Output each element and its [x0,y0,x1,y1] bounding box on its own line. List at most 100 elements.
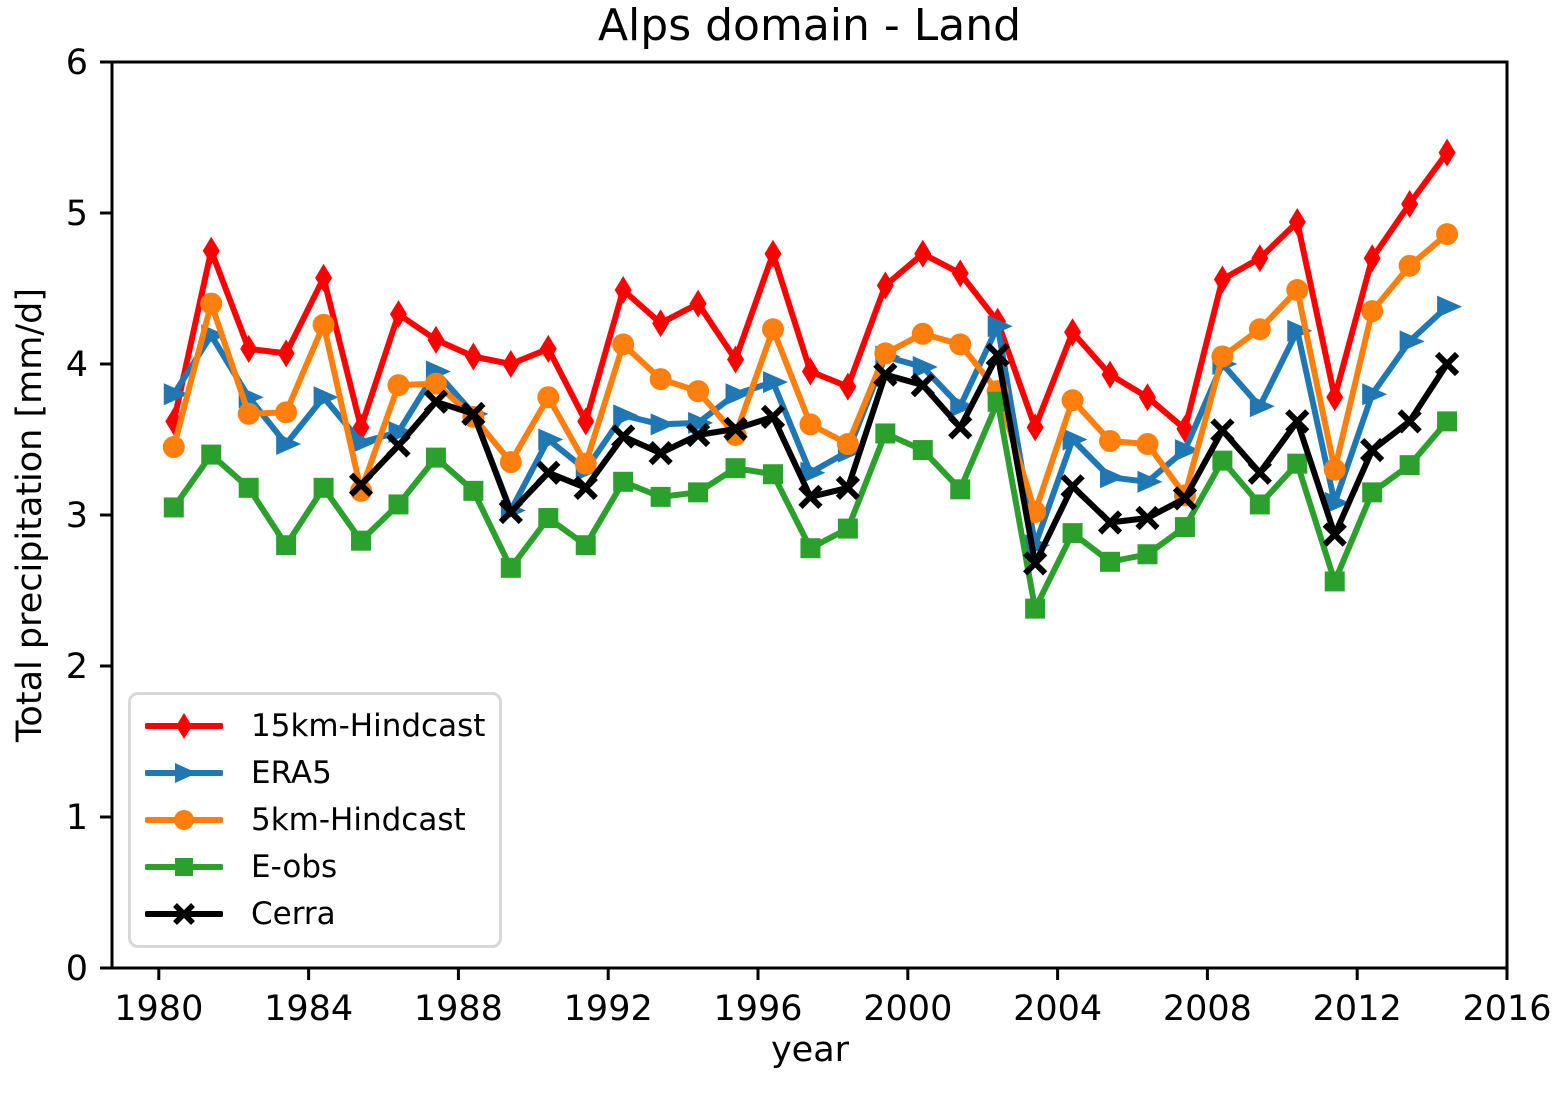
marker-E-obs [500,557,521,578]
marker-Cerra [386,433,411,458]
marker-Cerra [1210,418,1235,443]
marker-15km-Hindcast [1251,244,1269,273]
marker-ERA5 [1362,383,1388,406]
marker-E-obs [650,486,671,507]
marker-ERA5 [725,383,751,406]
marker-ERA5 [1062,428,1088,451]
marker-Cerra [461,401,486,426]
marker-Cerra [948,415,973,440]
marker-E-obs [1399,455,1420,476]
marker-E-obs [1062,523,1083,544]
marker-Cerra [1172,486,1198,511]
marker-5km-Hindcast [1361,300,1384,323]
marker-15km-Hindcast [464,342,482,371]
y-tick-label: 2 [66,647,88,687]
marker-E-obs [276,535,297,556]
marker-Cerra [873,362,898,387]
marker-Cerra [1322,522,1347,547]
marker-5km-Hindcast [1136,433,1159,456]
marker-15km-Hindcast [277,339,295,368]
marker-15km-Hindcast [202,236,220,265]
marker-ERA5 [650,413,676,436]
marker-15km-Hindcast [1138,383,1156,412]
circle-legend-marker-icon [145,809,223,830]
marker-Cerra [348,472,374,497]
diamond-legend-marker-icon [145,713,223,740]
marker-E-obs [950,479,971,500]
marker-E-obs [725,458,746,479]
marker-E-obs [163,497,184,518]
marker-15km-Hindcast [727,345,745,374]
marker-5km-Hindcast [350,479,373,502]
marker-5km-Hindcast [949,333,972,356]
legend-item-15km-Hindcast: 15km-Hindcast [145,709,489,743]
marker-Cerra [798,484,823,510]
marker-5km-Hindcast [1061,389,1084,412]
marker-15km-Hindcast [539,334,557,363]
series-line-15km-Hindcast [170,149,1451,432]
marker-Cerra [611,424,636,449]
x-tick-label: 2004 [1013,989,1102,1029]
marker-E-obs [425,447,446,468]
x-tick-label: 2008 [1163,989,1252,1029]
marker-E-obs [1137,544,1158,565]
marker-15km-Hindcast [1213,265,1231,294]
marker-5km-Hindcast [687,380,710,403]
marker-5km-Hindcast [1323,458,1346,481]
x-tick-label: 2000 [863,989,952,1029]
marker-ERA5 [987,315,1013,338]
marker-ERA5 [1324,491,1350,514]
marker-Cerra [760,404,786,429]
marker-E-obs [613,471,634,492]
marker-5km-Hindcast [424,372,447,395]
marker-ERA5 [1399,330,1425,353]
marker-5km-Hindcast [1436,223,1459,246]
marker-ERA5 [613,404,639,427]
marker-ERA5 [538,428,564,451]
marker-15km-Hindcast [1101,360,1119,389]
marker-5km-Hindcast [537,386,560,409]
y-tick-label: 1 [66,798,88,838]
marker-Cerra [910,373,935,398]
series-line-Cerra [358,351,1451,567]
marker-E-obs [1362,482,1383,503]
marker-15km-Hindcast [652,309,670,338]
marker-E-obs [538,508,559,529]
marker-15km-Hindcast [914,239,932,268]
marker-E-obs [1437,411,1458,432]
marker-ERA5 [912,356,938,379]
y-tick-label: 4 [66,345,88,385]
marker-ERA5 [1137,470,1163,493]
marker-E-obs [912,440,933,461]
marker-15km-Hindcast [1288,208,1306,237]
x-tick-label: 2016 [1462,989,1551,1029]
x-tick-label: 1996 [713,989,802,1029]
marker-E-obs [875,423,896,444]
marker-ERA5 [1100,466,1126,489]
marker-E-obs [313,477,334,498]
marker-15km-Hindcast [1401,189,1419,218]
marker-Cerra [1285,409,1310,434]
marker-Cerra [1247,460,1272,485]
square-legend-marker-icon [145,857,223,876]
legend-item-E-obs: E-obs [145,850,489,884]
marker-5km-Hindcast [200,292,223,315]
marker-Cerra [1360,437,1385,463]
marker-Cerra [1097,510,1123,535]
marker-15km-Hindcast [801,357,819,386]
x-tick-label: 1992 [564,989,653,1029]
marker-E-obs [800,538,821,559]
marker-15km-Hindcast [1064,318,1082,347]
marker-Cerra [835,475,861,500]
marker-ERA5 [1174,439,1200,462]
marker-Cerra [648,440,673,466]
x-tick-label: 2012 [1313,989,1402,1029]
marker-15km-Hindcast [764,239,782,268]
marker-15km-Hindcast [1438,138,1456,167]
chart-title: Alps domain - Land [597,0,1022,51]
marker-5km-Hindcast [761,318,784,341]
marker-ERA5 [1287,319,1313,342]
marker-E-obs [762,464,783,485]
